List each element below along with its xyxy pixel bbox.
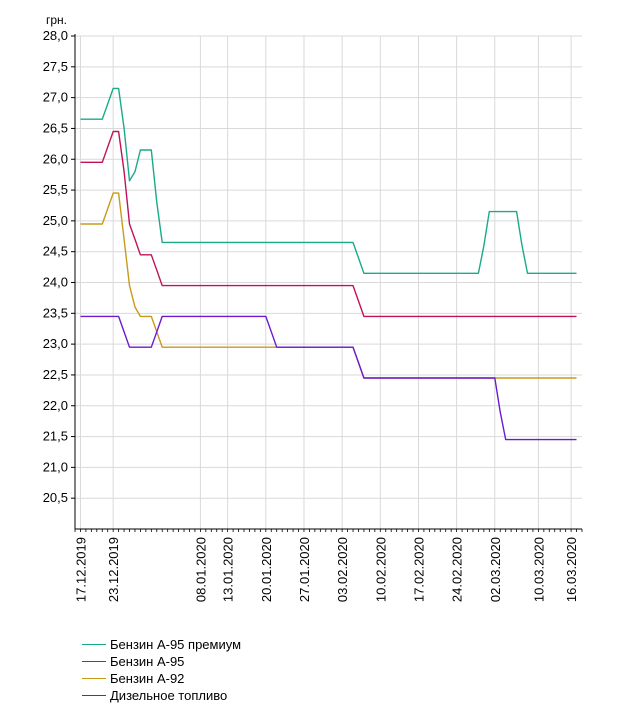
legend-swatch-92 — [82, 678, 106, 679]
y-tick-label: 28,0 — [43, 28, 68, 43]
x-tick-label: 08.01.2020 — [193, 537, 208, 602]
x-tick-label: 17.12.2019 — [73, 537, 88, 602]
series-line-0 — [80, 87, 577, 274]
y-tick-label: 27,5 — [43, 59, 68, 74]
y-tick-label: 23,5 — [43, 305, 68, 320]
legend-swatch-diesel — [82, 695, 106, 696]
x-tick-label: 10.03.2020 — [531, 537, 546, 602]
legend-label-95: Бензин А-95 — [110, 654, 185, 669]
y-tick-label: 26,0 — [43, 151, 68, 166]
axes: грн. 20,5 21,0 21,5 22,0 22,5 23,0 23,5 24,0 24,… — [43, 13, 583, 602]
legend-label-92: Бензин А-92 — [110, 671, 185, 686]
legend-label-premium-95: Бензин А-95 премиум — [110, 637, 242, 652]
y-tick-label: 27,0 — [43, 90, 68, 105]
y-axis-unit-label: грн. — [46, 13, 67, 27]
x-tick-label: 13.01.2020 — [221, 537, 236, 602]
y-tick-label: 26,5 — [43, 120, 68, 135]
x-tick-label: 03.02.2020 — [335, 537, 350, 602]
x-tick-label: 24.02.2020 — [450, 537, 465, 602]
y-tick-label: 22,5 — [43, 367, 68, 382]
x-tick-label: 20.01.2020 — [259, 537, 274, 602]
legend-item-92: Бензин А-92 — [82, 670, 241, 687]
grid — [75, 35, 582, 529]
legend-item-95: Бензин А-95 — [82, 653, 241, 670]
x-tick-label: 10.02.2020 — [373, 537, 388, 602]
x-tick-label: 23.12.2019 — [106, 537, 121, 602]
y-tick-label: 25,0 — [43, 213, 68, 228]
x-tick-label: 16.03.2020 — [564, 537, 579, 602]
y-tick-label: 22,0 — [43, 398, 68, 413]
x-tick-label: 27.01.2020 — [297, 537, 312, 602]
y-tick-label: 20,5 — [43, 490, 68, 505]
legend-item-premium-95: Бензин А-95 премиум — [82, 636, 241, 653]
x-tick-label: 17.02.2020 — [411, 537, 426, 602]
legend-label-diesel: Дизельное топливо — [110, 688, 228, 703]
legend-swatch-premium-95 — [82, 644, 106, 645]
series-line-1 — [80, 130, 577, 318]
y-tick-label: 21,5 — [43, 429, 68, 444]
series-line-3 — [80, 315, 577, 441]
legend-item-diesel: Дизельное топливо — [82, 687, 241, 704]
y-tick-label: 24,5 — [43, 244, 68, 259]
y-tick-label: 25,5 — [43, 182, 68, 197]
legend: Бензин А-95 премиум Бензин А-95 Бензин А… — [82, 636, 241, 704]
y-tick-label: 24,0 — [43, 275, 68, 290]
series-lines — [80, 87, 577, 441]
x-tick-label: 02.03.2020 — [488, 537, 503, 602]
legend-swatch-95 — [82, 661, 106, 662]
y-tick-label: 23,0 — [43, 336, 68, 351]
y-tick-label: 21,0 — [43, 459, 68, 474]
